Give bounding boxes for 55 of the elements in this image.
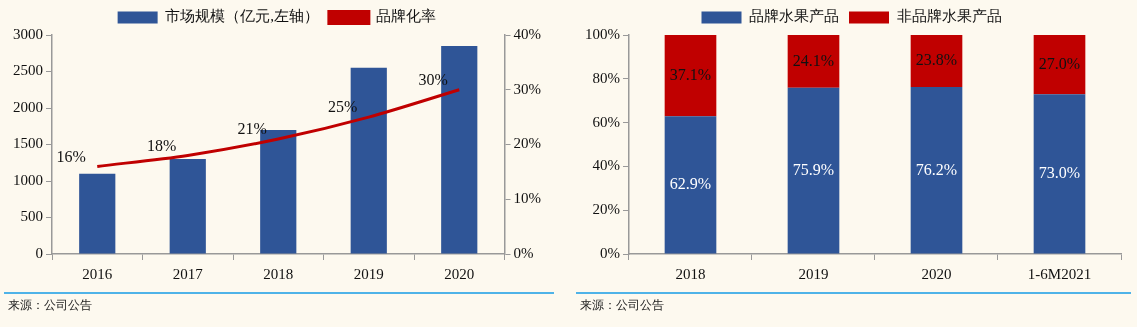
source-note: 来源：公司公告 <box>576 292 1131 314</box>
y-tick-label: 1000 <box>13 171 43 188</box>
data-label: 37.1% <box>669 65 712 83</box>
source-note: 来源：公司公告 <box>4 292 554 314</box>
legend-label: 品牌化率 <box>376 8 437 25</box>
y2-tick-label: 20% <box>513 135 541 152</box>
x-tick-label: 2017 <box>172 265 204 282</box>
bar <box>79 173 116 254</box>
x-tick-label: 2016 <box>82 265 113 282</box>
y-tick-label: 0 <box>35 244 43 261</box>
y-tick-label: 2000 <box>13 98 43 115</box>
bar <box>664 116 717 254</box>
legend-label: 市场规模（亿元,左轴） <box>165 8 319 25</box>
y2-tick-label: 30% <box>513 80 541 97</box>
data-label: 76.2% <box>915 160 958 178</box>
x-tick-label: 2019 <box>353 265 384 282</box>
x-tick-label: 2020 <box>444 265 475 282</box>
y-tick-label: 60% <box>592 113 620 130</box>
y-tick-label: 40% <box>592 157 620 174</box>
y2-tick-label: 10% <box>513 190 541 207</box>
x-tick-label: 2018 <box>263 265 294 282</box>
x-tick-label: 1-6M2021 <box>1027 265 1092 282</box>
bar <box>787 35 840 88</box>
bar <box>169 159 206 254</box>
line-series <box>95 88 461 168</box>
y2-tick-label: 40% <box>513 25 541 42</box>
bar <box>664 35 717 117</box>
bar <box>1033 94 1086 254</box>
y-tick-label: 2500 <box>13 62 43 79</box>
legend-label: 非品牌水果产品 <box>896 8 1002 25</box>
data-label: 62.9% <box>669 175 712 193</box>
x-tick-label: 2020 <box>921 265 952 282</box>
bar <box>787 87 840 254</box>
y-tick-label: 80% <box>592 69 620 86</box>
data-label: 27.0% <box>1038 54 1081 72</box>
legend-label: 品牌水果产品 <box>749 8 839 25</box>
y-tick-label: 3000 <box>13 25 43 42</box>
x-tick-label: 2019 <box>798 265 829 282</box>
data-label: 23.8% <box>915 51 958 69</box>
y-tick-label: 1500 <box>13 135 43 152</box>
y-tick-label: 20% <box>592 201 620 218</box>
y-tick-label: 100% <box>585 25 620 42</box>
bar <box>910 35 963 88</box>
data-label: 21% <box>237 120 267 138</box>
data-label: 24.1% <box>792 51 835 69</box>
y-tick-label: 500 <box>20 208 43 225</box>
data-label: 16% <box>56 147 86 165</box>
x-tick-label: 2018 <box>675 265 706 282</box>
y2-tick-label: 0% <box>513 244 534 261</box>
bar <box>1033 35 1086 95</box>
y-tick-label: 0% <box>600 244 620 261</box>
data-label: 18% <box>147 136 177 154</box>
data-label: 73.0% <box>1038 164 1081 182</box>
bar <box>910 87 963 254</box>
data-label: 75.9% <box>792 160 835 178</box>
